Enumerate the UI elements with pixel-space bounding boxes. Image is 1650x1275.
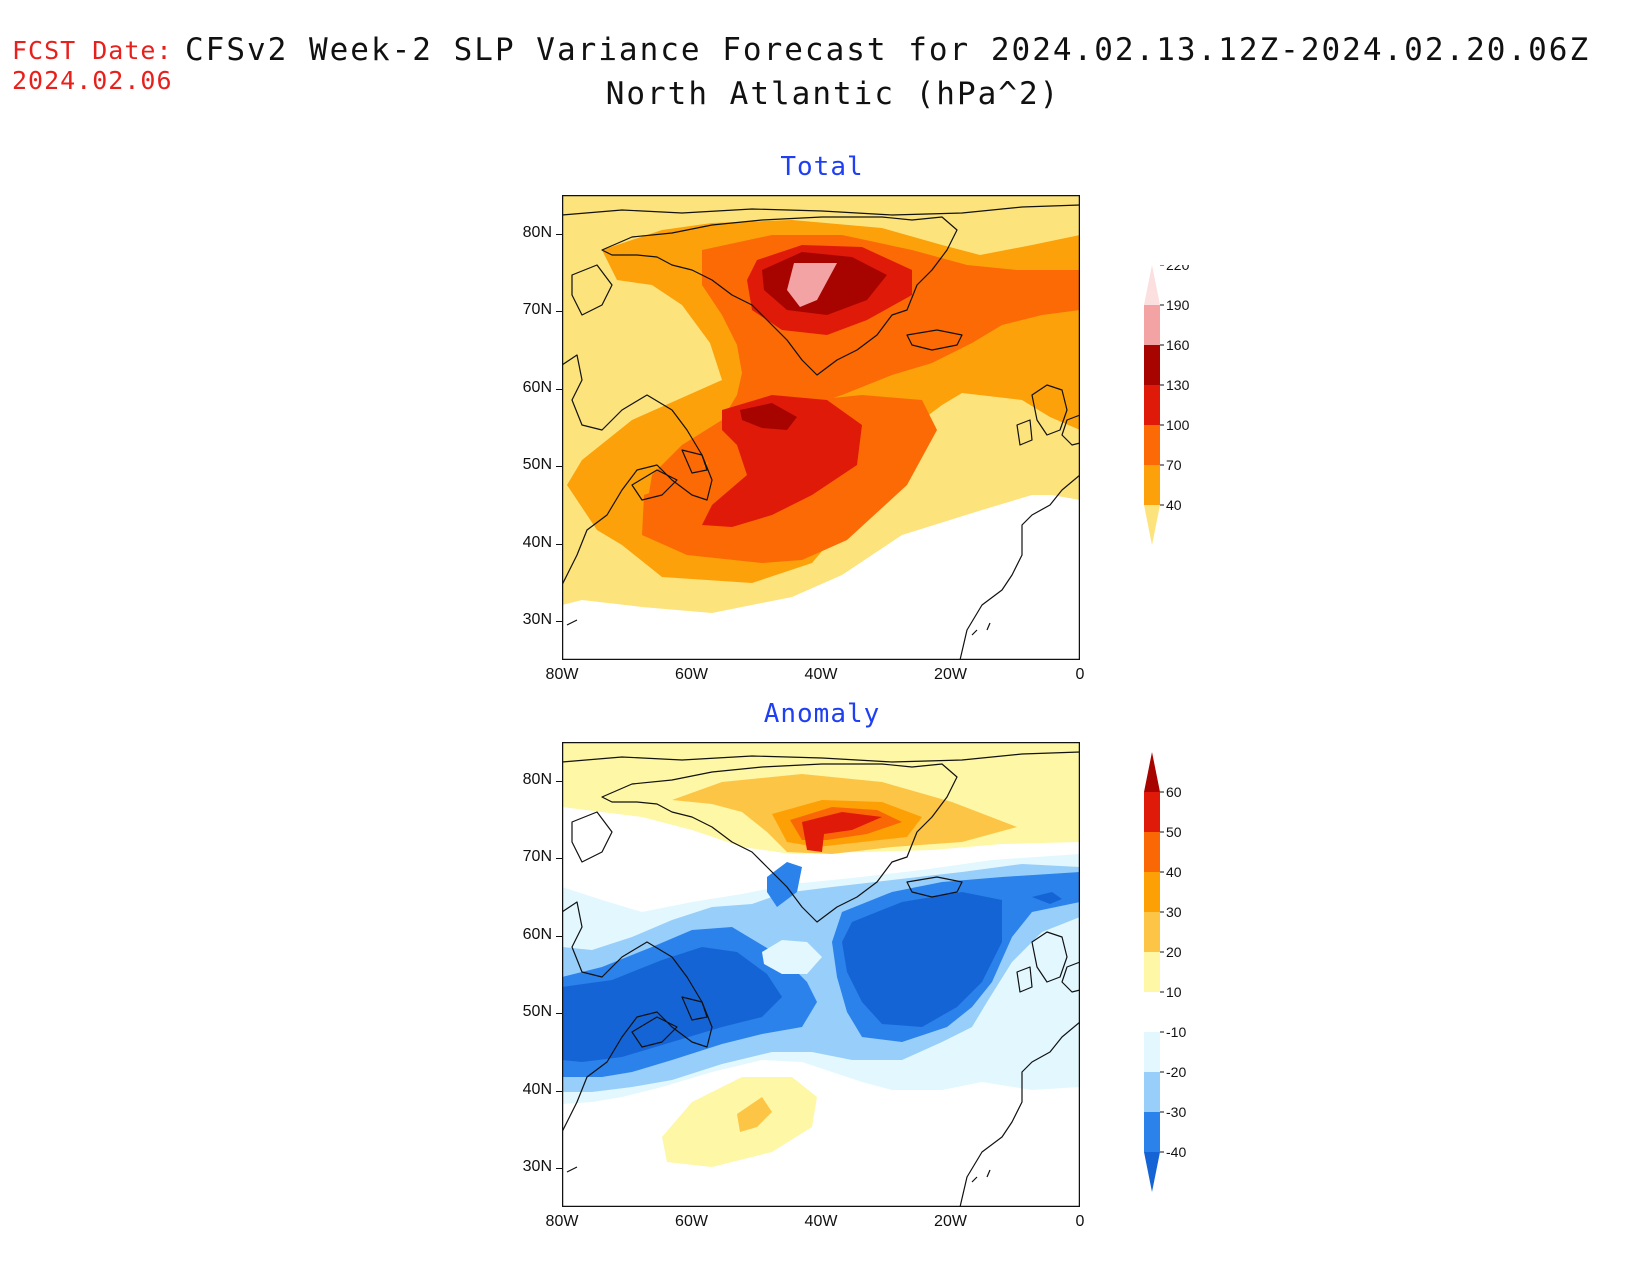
- lat-tick-mark: [556, 858, 562, 860]
- colorbar-label: 10: [1166, 984, 1182, 1000]
- lon-tick-label: 80W: [545, 1213, 579, 1230]
- lat-tick-label: 30N: [522, 611, 552, 629]
- lat-tick-label: 30N: [522, 1158, 552, 1176]
- lat-tick-label: 60N: [522, 925, 552, 943]
- lat-tick-mark: [556, 1090, 562, 1092]
- lon-tick-label: 40W: [804, 666, 838, 683]
- anomaly-hole: [762, 940, 822, 974]
- lat-tick-label: 50N: [522, 1003, 552, 1021]
- lat-tick-mark: [556, 935, 562, 937]
- anomaly-contour-n40: [562, 947, 782, 1062]
- lon-tick-label: 60W: [675, 1213, 708, 1230]
- lat-tick-mark: [556, 1013, 562, 1015]
- colorbar-label: 40: [1166, 497, 1182, 513]
- total-contour-190: [787, 263, 837, 307]
- lat-tick-label: 40N: [522, 533, 552, 551]
- total-contour-160b: [740, 403, 797, 430]
- lat-tick-mark: [556, 388, 562, 390]
- lat-tick-mark: [556, 543, 562, 545]
- colorbar-label: 40: [1166, 864, 1182, 880]
- total-contour-130b: [702, 395, 862, 527]
- lat-tick-mark: [556, 466, 562, 468]
- colorbar-segment: [1144, 992, 1160, 1032]
- lat-tick-label: 70N: [522, 848, 552, 866]
- colorbar-segment: [1144, 1112, 1160, 1152]
- lat-tick-mark: [556, 233, 562, 235]
- colorbar-segment: [1144, 792, 1160, 832]
- colorbar-arrow-high: [1144, 752, 1160, 792]
- colorbar-label: -40: [1166, 1144, 1186, 1160]
- colorbar-label: 100: [1166, 417, 1190, 433]
- anomaly-contour-20b: [737, 1097, 772, 1132]
- colorbar-segment: [1144, 305, 1160, 345]
- colorbar-label: -10: [1166, 1024, 1186, 1040]
- lat-tick-mark: [556, 780, 562, 782]
- lon-tick-label: 40W: [804, 1213, 838, 1230]
- coastlines-anomaly: [562, 751, 1080, 1207]
- colorbar-label: -30: [1166, 1104, 1186, 1120]
- colorbar-segment: [1144, 952, 1160, 992]
- colorbar-segment: [1144, 385, 1160, 425]
- lat-tick-mark: [556, 1168, 562, 1170]
- lat-tick-label: 80N: [522, 770, 552, 788]
- colorbar-label: 220: [1166, 265, 1190, 273]
- total-variance-map: [562, 195, 1080, 660]
- colorbar-segment: [1144, 832, 1160, 872]
- colorbar-label: -20: [1166, 1064, 1186, 1080]
- colorbar-label: 160: [1166, 337, 1190, 353]
- fcst-date-value: 2024.02.06: [12, 66, 173, 95]
- lon-tick-label: 80W: [545, 666, 579, 683]
- page-title: CFSv2 Week-2 SLP Variance Forecast for 2…: [185, 32, 1591, 68]
- lon-tick-label: 20W: [934, 666, 967, 683]
- colorbar-segment: [1144, 1072, 1160, 1112]
- colorbar-segment: [1144, 425, 1160, 465]
- colorbar-label: 130: [1166, 377, 1190, 393]
- page-subtitle: North Atlantic (hPa^2): [605, 76, 1061, 112]
- colorbar-label: 60: [1166, 784, 1182, 800]
- colorbar-arrow-low: [1144, 1152, 1160, 1192]
- lon-tick-label: 0: [1075, 1213, 1085, 1230]
- lon-tick-label: 20W: [934, 1213, 967, 1230]
- colorbar-label: 190: [1166, 297, 1190, 313]
- lon-tick-label: 60W: [675, 666, 708, 683]
- lat-tick-label: 60N: [522, 378, 552, 396]
- lat-tick-mark: [556, 621, 562, 623]
- lat-tick-mark: [556, 311, 562, 313]
- colorbar-label: 50: [1166, 824, 1182, 840]
- lon-tick-label: 0: [1075, 666, 1085, 683]
- colorbar-label: 70: [1166, 457, 1182, 473]
- colorbar-arrow-high: [1144, 265, 1160, 305]
- colorbar-segment: [1144, 465, 1160, 505]
- colorbar-segment: [1144, 1032, 1160, 1072]
- colorbar-label: 30: [1166, 904, 1182, 920]
- colorbar-arrow-low: [1144, 505, 1160, 545]
- panel-title-total: Total: [780, 152, 864, 182]
- panel-title-anomaly: Anomaly: [763, 699, 881, 729]
- anomaly-contour-50: [802, 812, 882, 852]
- colorbar-anomaly: -40 -30 -20 -10 10 20 30 40 50 60: [1144, 752, 1186, 1192]
- colorbar-total: 40 70 100 130 160 190 220: [1144, 265, 1190, 545]
- coastlines-total: [562, 204, 1080, 660]
- anomaly-contour-n40b: [842, 892, 1002, 1027]
- colorbar-segment: [1144, 345, 1160, 385]
- lat-tick-label: 40N: [522, 1080, 552, 1098]
- colorbar-label: 20: [1166, 944, 1182, 960]
- anomaly-contour-n40c: [1032, 892, 1062, 904]
- colorbar-segment: [1144, 912, 1160, 952]
- lat-tick-label: 80N: [522, 223, 552, 241]
- fcst-date-label: FCST Date:: [12, 36, 173, 65]
- lat-tick-label: 70N: [522, 301, 552, 319]
- lat-tick-label: 50N: [522, 456, 552, 474]
- colorbar-segment: [1144, 872, 1160, 912]
- anomaly-variance-map: [562, 742, 1080, 1207]
